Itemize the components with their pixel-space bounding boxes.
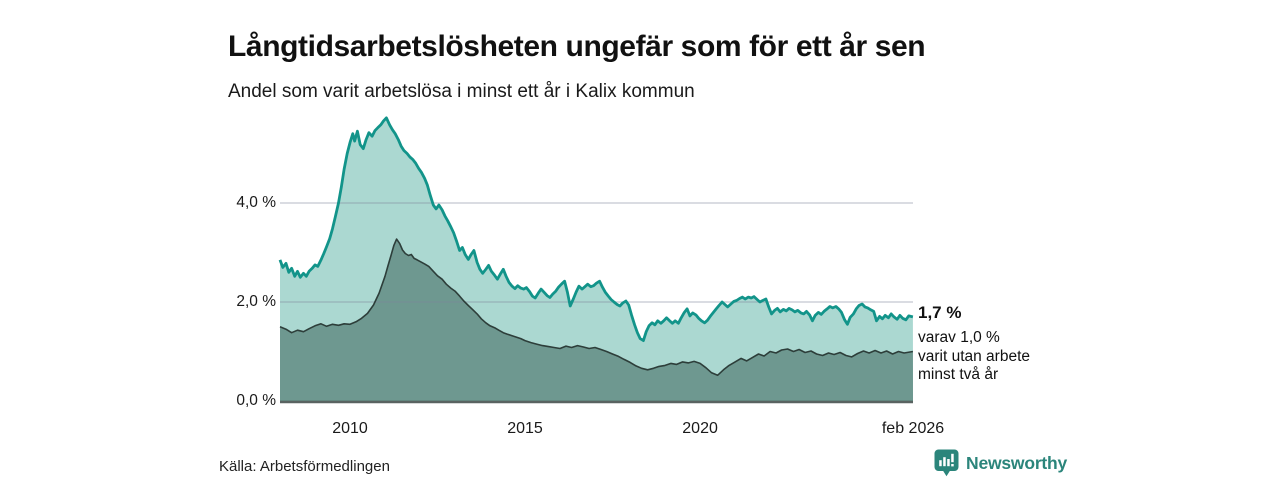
y-tick-label: 2,0 % <box>236 293 276 310</box>
x-tick-label: feb 2026 <box>881 420 945 437</box>
newsworthy-logo[interactable]: Newsworthy <box>934 449 1067 477</box>
x-tick-label: 2020 <box>682 420 718 437</box>
y-tick-label: 0,0 % <box>236 392 276 409</box>
newsworthy-bubble-icon <box>934 449 959 477</box>
gridlines <box>280 202 913 303</box>
end-value-annotation: 1,7 % varav 1,0 % varit utan arbete mins… <box>918 304 1068 385</box>
annotation-line: minst två år <box>918 366 999 383</box>
chart-subtitle: Andel som varit arbetslösa i minst ett å… <box>228 81 695 102</box>
series-min-two-years-area <box>280 239 913 401</box>
y-tick-label: 4,0 % <box>236 194 276 211</box>
newsworthy-wordmark: Newsworthy <box>966 452 1068 473</box>
end-value-total: 1,7 % <box>918 303 962 322</box>
series-min-two-years-line <box>279 238 914 377</box>
annotation-line: varav 1,0 % <box>918 329 1000 346</box>
source-note: Källa: Arbetsförmedlingen <box>219 458 390 475</box>
annotation-line: varit utan arbete <box>918 347 1031 365</box>
page-title: Långtidsarbetslösheten ungefär som för e… <box>228 30 926 64</box>
series-min-one-year-line <box>278 116 914 342</box>
x-tick-label: 2015 <box>507 420 543 437</box>
x-tick-label: 2010 <box>332 420 368 437</box>
